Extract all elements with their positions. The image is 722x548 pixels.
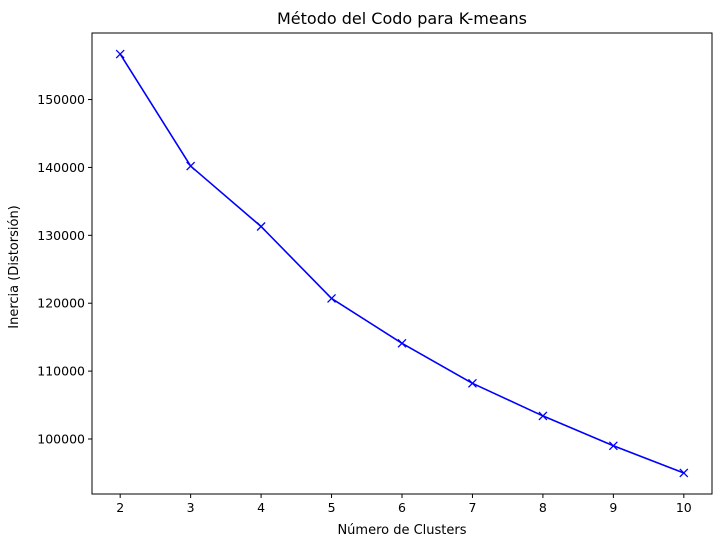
- y-axis-label: Inercia (Distorsión): [7, 205, 22, 329]
- data-point: [538, 411, 548, 421]
- data-point: [608, 441, 618, 451]
- x-tick-label: 10: [676, 500, 692, 515]
- y-tick-label: 150000: [37, 92, 85, 107]
- x-tick-label: 2: [116, 500, 124, 515]
- data-point: [256, 222, 266, 231]
- x-tick-label: 8: [539, 500, 547, 515]
- x-tick-label: 4: [257, 500, 265, 515]
- y-tick-label: 120000: [37, 296, 85, 311]
- data-point: [467, 378, 477, 388]
- y-tick-label: 140000: [37, 160, 85, 175]
- data-point: [186, 161, 196, 171]
- x-axis-label: Número de Clusters: [337, 523, 466, 538]
- plot-frame: [91, 32, 713, 495]
- y-tick-label: 110000: [37, 364, 85, 379]
- plot-area: 2 3 4 5 6 7 8 9 10 100000 110000 120000 130000 140000…: [37, 32, 713, 515]
- data-point: [397, 338, 407, 348]
- x-tick-label: 7: [468, 500, 476, 515]
- data-point: [115, 49, 125, 59]
- x-tick-label: 3: [187, 500, 195, 515]
- x-tick-label: 6: [398, 500, 406, 515]
- chart-title: Método del Codo para K-means: [277, 9, 527, 28]
- data-point: [327, 294, 337, 303]
- series-line: [119, 53, 685, 474]
- y-tick-label: 130000: [37, 228, 85, 243]
- data-point: [679, 468, 689, 478]
- y-tick-label: 100000: [37, 432, 85, 447]
- x-tick-label: 9: [609, 500, 617, 515]
- x-tick-label: 5: [328, 500, 336, 515]
